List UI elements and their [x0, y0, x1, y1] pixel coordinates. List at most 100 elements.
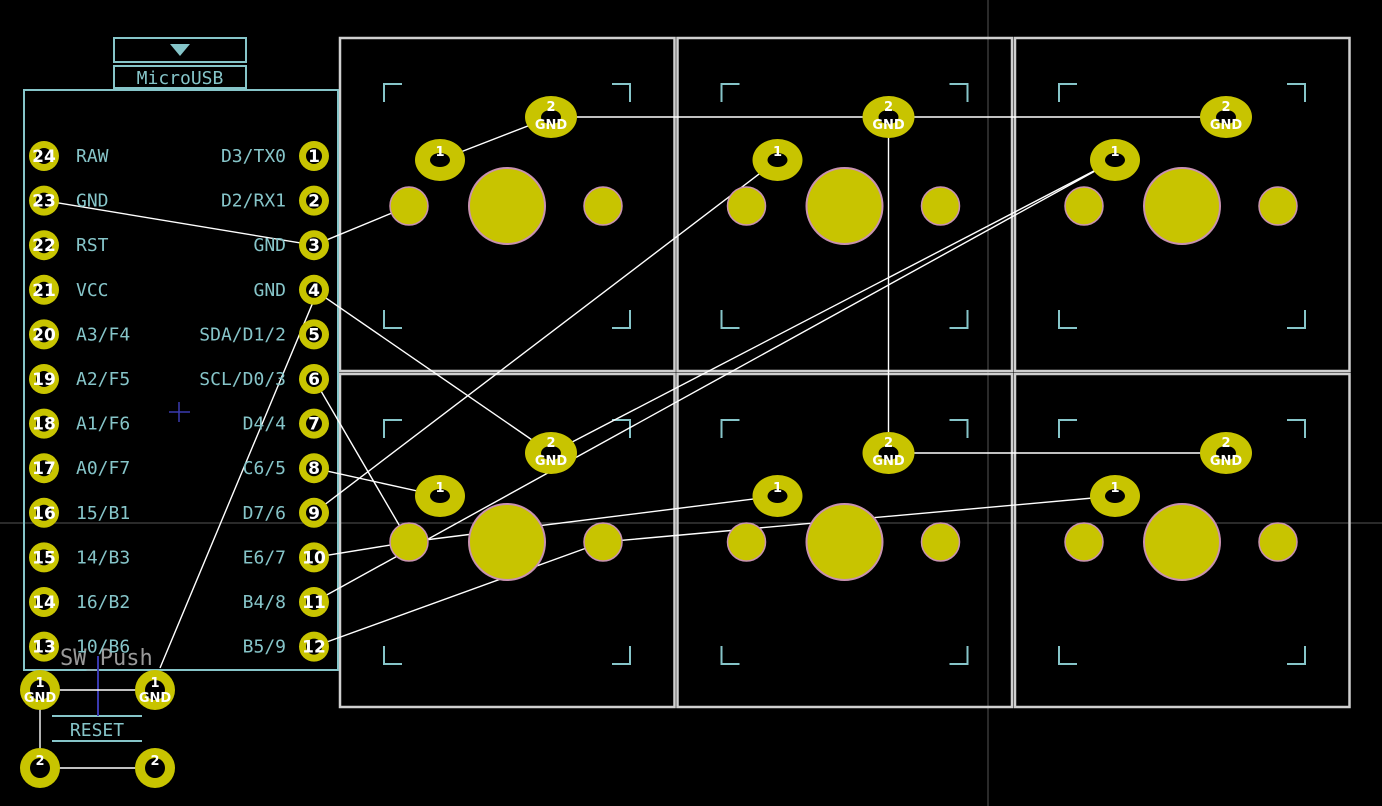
pin-number: 12: [302, 638, 326, 658]
reset-switch-silkscreen: SW_Push RESET: [52, 646, 153, 742]
pin-drill: [36, 415, 52, 432]
mcu-left-pin[interactable]: 19: [29, 364, 59, 394]
mcu-left-pin-label: A0/F7: [76, 458, 130, 479]
reset-switch-pad[interactable]: 2: [135, 748, 175, 788]
key-corner-bracket: [612, 419, 631, 438]
mcu-right-pin[interactable]: 6: [299, 364, 329, 394]
reset-pad-drill: [30, 758, 50, 778]
key-center-hole: [1143, 167, 1221, 245]
key-stabilizer-hole: [389, 522, 429, 562]
key-pad-2-net: GND: [1210, 454, 1243, 469]
pin-drill: [36, 549, 52, 566]
reset-switch-pad[interactable]: 2: [20, 748, 60, 788]
key-corner-bracket: [612, 310, 631, 329]
key-pad-2-net: GND: [872, 118, 905, 133]
trace-segment: [159, 299, 315, 669]
key-pad-2-drill: [541, 110, 561, 124]
mcu-right-pin-label: D4/4: [243, 414, 286, 435]
usb-connector-outline: [113, 37, 247, 63]
mcu-right-pin[interactable]: 11: [299, 587, 329, 617]
mcu-right-pin[interactable]: 5: [299, 319, 329, 350]
key-pad-1-number: 1: [435, 145, 444, 160]
key-corner-bracket: [383, 646, 402, 665]
key-pad-2-number: 2: [546, 100, 555, 115]
pin-drill: [306, 504, 322, 521]
key-corner-bracket: [720, 646, 740, 665]
key-pad-2-drill: [1216, 110, 1236, 124]
pin-number: 19: [32, 370, 56, 390]
mcu-left-pin[interactable]: 14: [29, 587, 59, 617]
mcu-left-pin-label: VCC: [76, 280, 109, 301]
mcu-right-pin[interactable]: 8: [299, 453, 329, 484]
mcu-left-pin-label: A3/F4: [76, 324, 130, 345]
usb-label: MicroUSB: [137, 68, 224, 89]
mcu-left-pin[interactable]: 23: [29, 185, 59, 216]
key-corner-bracket: [720, 419, 740, 438]
key-pad-2-net: GND: [1210, 118, 1243, 133]
key-pad-1-number: 1: [435, 481, 444, 496]
trace-segment: [313, 159, 778, 514]
key-switch-footprint[interactable]: 1 2 GND: [1064, 96, 1298, 245]
key-pad-2-number: 2: [1221, 436, 1230, 451]
reset-pad-drill: [145, 758, 165, 778]
pin-number: 24: [32, 147, 56, 167]
mcu-right-pin[interactable]: 2: [299, 185, 329, 216]
reset-pad-number: 2: [35, 754, 44, 769]
pin-drill: [36, 326, 52, 343]
mcu-left-pin[interactable]: 18: [29, 408, 59, 439]
pin-drill: [306, 371, 322, 387]
key-switch-footprint[interactable]: 1 2 GND: [389, 432, 623, 581]
key-switch-footprint[interactable]: 1 2 GND: [389, 96, 623, 245]
mcu-left-pin[interactable]: 24: [29, 141, 59, 171]
key-stabilizer-hole: [1258, 522, 1298, 562]
key-stabilizer-hole: [726, 522, 767, 562]
mcu-right-pin[interactable]: 3: [299, 230, 329, 261]
key-switch-footprint[interactable]: 1 2 GND: [726, 96, 961, 245]
key-corner-bracket: [383, 83, 402, 102]
key-stabilizer-hole: [1064, 186, 1104, 226]
trace-segment: [313, 159, 1116, 603]
mcu-left-pin[interactable]: 20: [29, 319, 59, 350]
mcu-left-pin[interactable]: 17: [29, 453, 59, 484]
key-pad-2-drill: [878, 110, 899, 124]
pin-number: 6: [308, 370, 320, 390]
key-corner-bracket: [949, 419, 969, 438]
mcu-right-pin[interactable]: 9: [299, 497, 329, 528]
key-switch-footprint[interactable]: 1 2 GND: [726, 432, 961, 581]
mcu-left-pin[interactable]: 16: [29, 497, 59, 528]
key-pad-2-drill: [878, 446, 899, 460]
pin-drill: [36, 371, 52, 387]
key-pad-2-drill: [1216, 446, 1236, 460]
pin-drill: [36, 638, 52, 655]
mcu-left-pin[interactable]: 13: [29, 631, 59, 662]
pin-drill: [306, 638, 322, 655]
pin-number: 7: [308, 415, 320, 435]
mcu-left-pin[interactable]: 22: [29, 230, 59, 261]
key-switch-footprint[interactable]: 1 2 GND: [1064, 432, 1298, 581]
mcu-right-pin[interactable]: 7: [299, 408, 329, 439]
usb-arrow-icon: [170, 44, 190, 56]
mcu-left-pin[interactable]: 21: [29, 274, 59, 305]
mcu-right-pin[interactable]: 1: [299, 141, 329, 171]
key-corner-bracket: [949, 646, 969, 665]
reset-pad-drill: [30, 680, 50, 700]
pin-drill: [306, 549, 322, 566]
mcu-right-pin[interactable]: 4: [299, 274, 329, 305]
pin-drill: [306, 326, 322, 343]
key-pad-1-drill: [1105, 153, 1125, 167]
key-corner-bracket: [1058, 646, 1077, 665]
key-stabilizer-hole: [726, 186, 767, 226]
mcu-right-pin[interactable]: 12: [299, 631, 329, 662]
mcu-right-pin-label: D3/TX0: [221, 146, 286, 167]
trace-segment: [313, 289, 552, 454]
key-switch-pads: 1 2 GND 1 2 GND 1 2 GND 1 2 GND 1 2 GND 1 2 GND: [389, 96, 1298, 581]
key-center-hole: [805, 167, 884, 245]
mcu-outline: [23, 89, 339, 671]
mcu-left-pin[interactable]: 15: [29, 542, 59, 573]
mcu-right-pin[interactable]: 10: [299, 542, 329, 573]
key-corner-bracket: [1058, 310, 1077, 329]
reset-pad-number: 2: [150, 754, 159, 769]
